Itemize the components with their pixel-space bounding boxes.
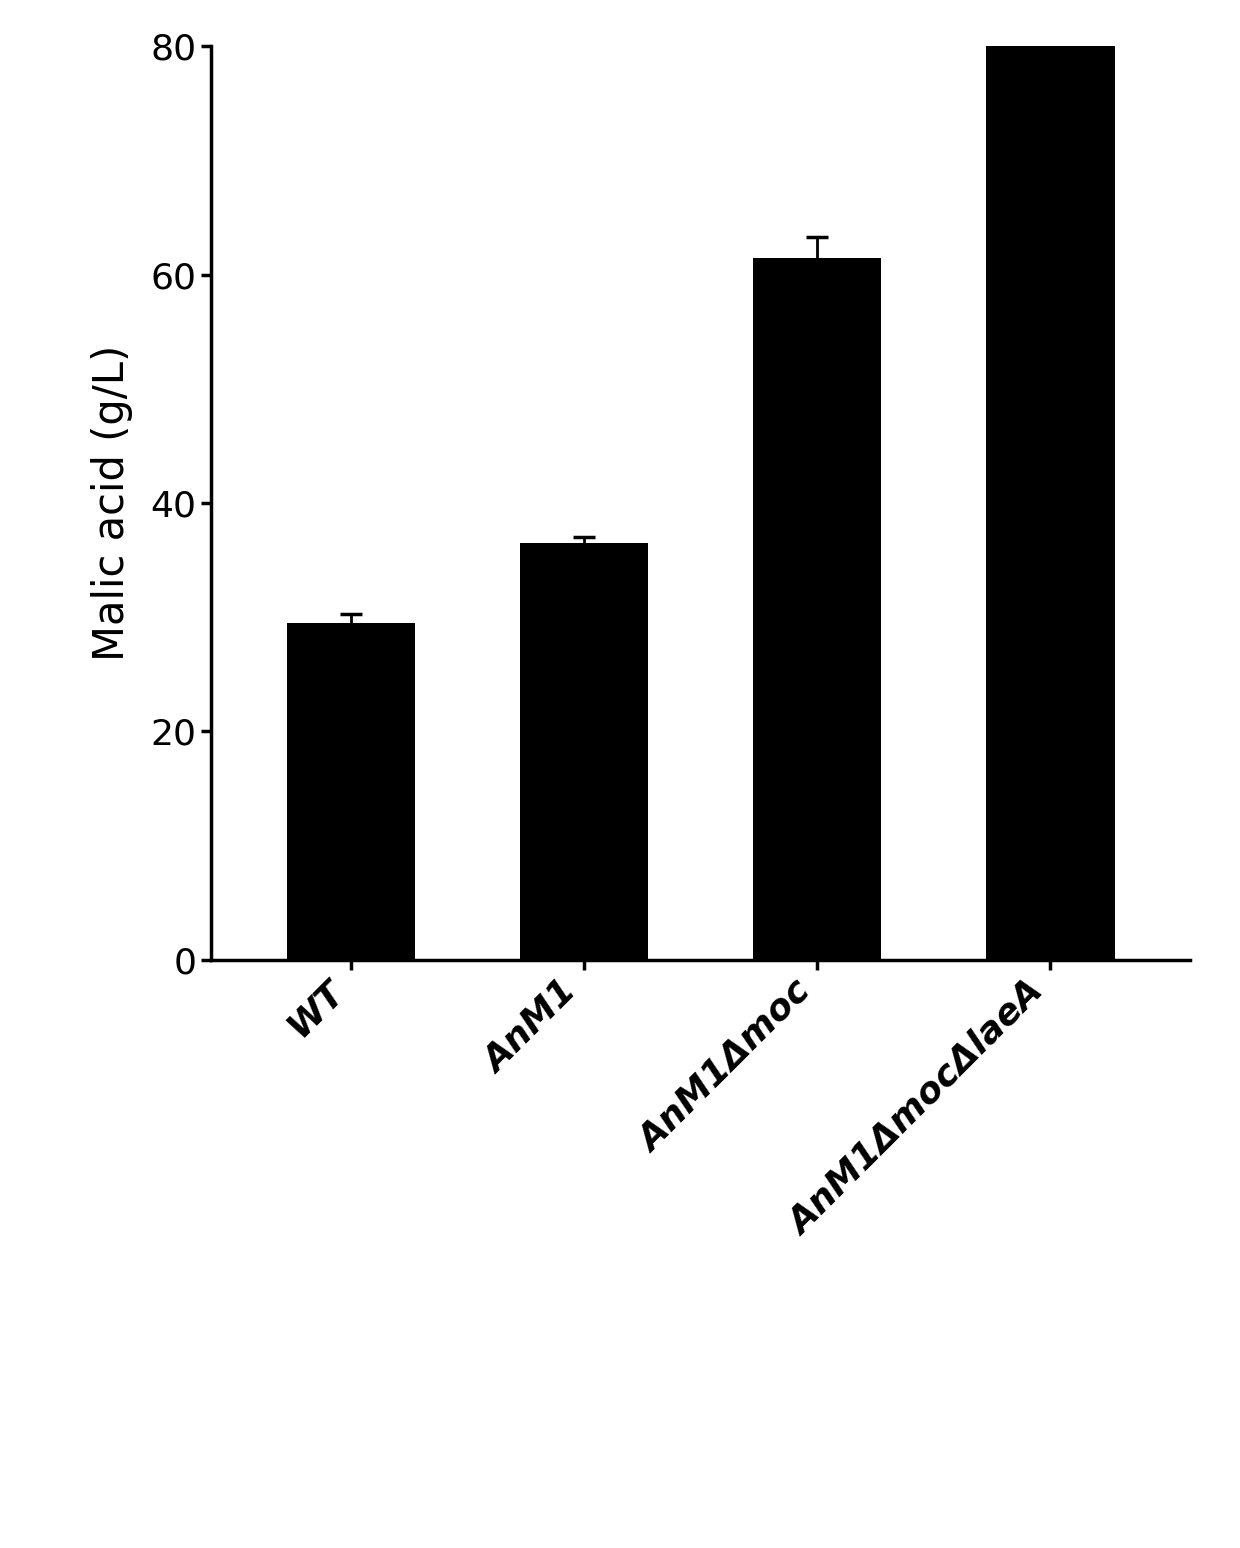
Bar — [753, 257, 882, 960]
Bar — [520, 543, 649, 960]
Y-axis label: Malic acid (g/L): Malic acid (g/L) — [92, 345, 134, 661]
Bar — [286, 622, 415, 960]
Bar — [986, 0, 1115, 960]
